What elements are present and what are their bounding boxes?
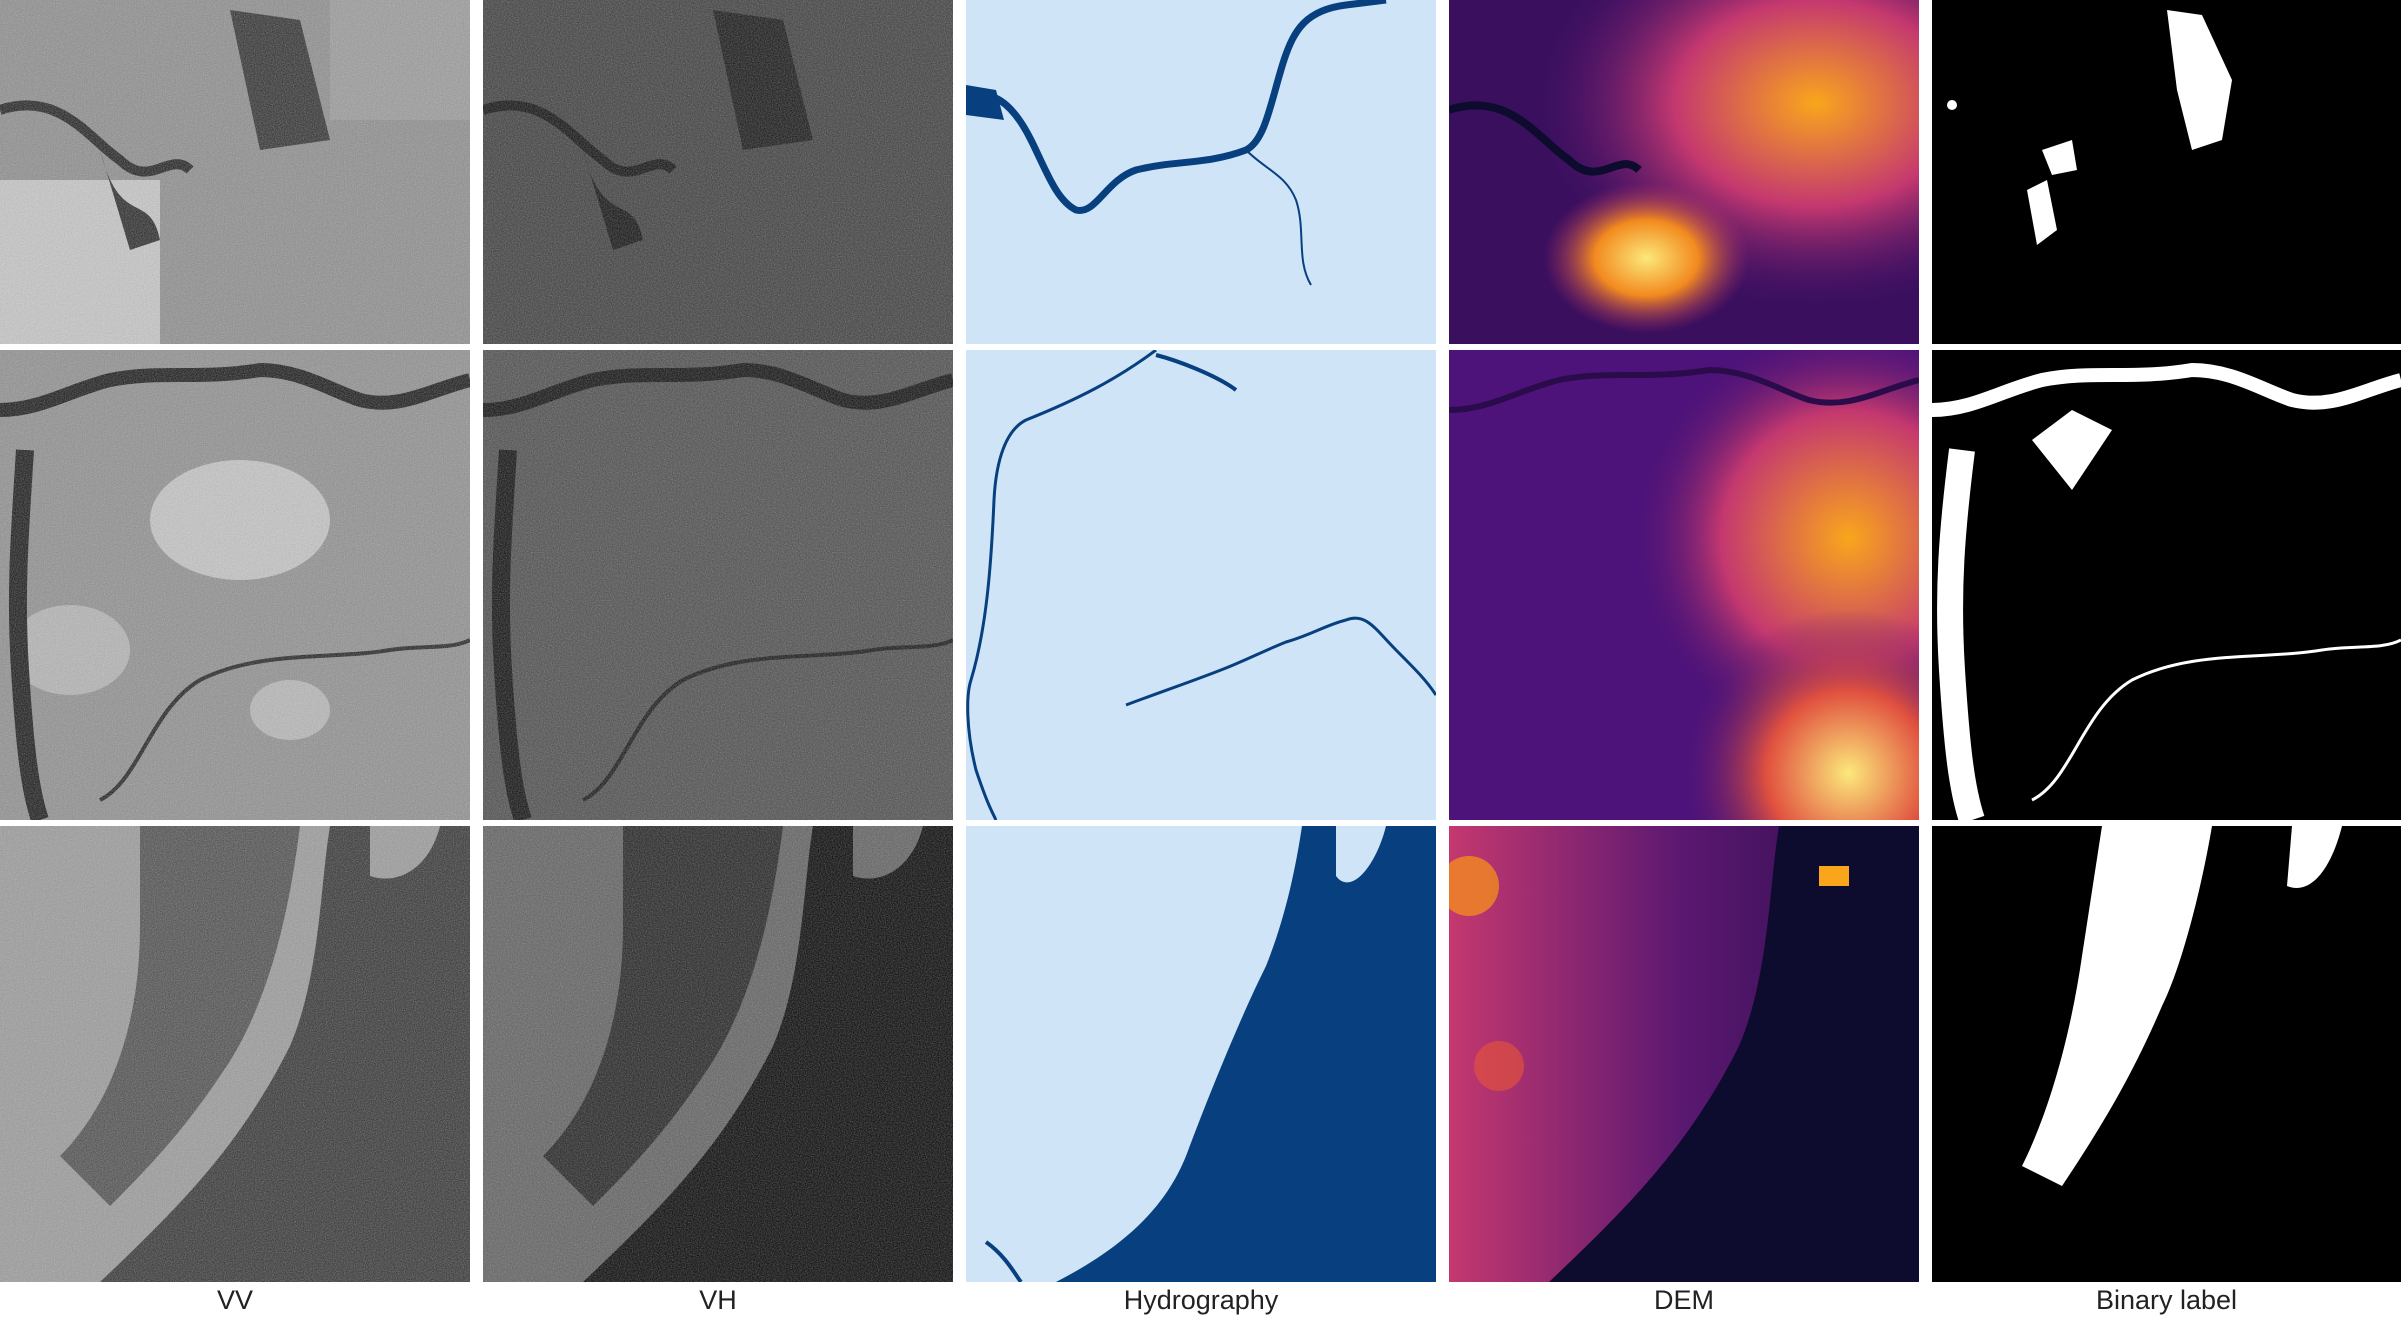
column-label-vh: VH bbox=[699, 1285, 737, 1315]
vh-image-row1 bbox=[483, 0, 953, 344]
dem-image-row2 bbox=[1449, 350, 1919, 820]
hydrography-image-row1 bbox=[966, 0, 1436, 344]
binary-label-image-row3 bbox=[1932, 826, 2401, 1282]
vv-image-row3 bbox=[0, 826, 470, 1282]
vv-image-row2 bbox=[0, 350, 470, 820]
column-label-dem: DEM bbox=[1654, 1285, 1714, 1315]
hydrography-image-row2 bbox=[966, 350, 1436, 820]
binary-label-image-row1 bbox=[1932, 0, 2401, 344]
column-label-binary-label: Binary label bbox=[2095, 1285, 2238, 1315]
binary-label-image-row2 bbox=[1932, 350, 2401, 820]
dem-image-row3 bbox=[1449, 826, 1919, 1282]
vh-image-row2 bbox=[483, 350, 953, 820]
dem-image-row1 bbox=[1449, 0, 1919, 344]
column-label-hydrography: Hydrography bbox=[1123, 1285, 1279, 1315]
hydrography-image-row3 bbox=[966, 826, 1436, 1282]
column-label-vv: VV bbox=[216, 1285, 254, 1315]
vh-image-row3 bbox=[483, 826, 953, 1282]
vv-image-row1 bbox=[0, 0, 470, 344]
